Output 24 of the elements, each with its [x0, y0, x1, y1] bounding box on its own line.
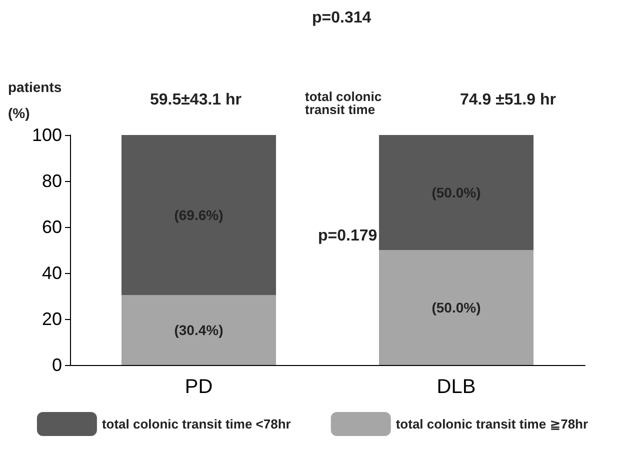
y-tick-label: 20	[42, 309, 62, 329]
text: p=0.314	[312, 10, 372, 26]
x-tick-label: PD	[184, 376, 213, 398]
data-label: (30.4%)	[174, 322, 224, 338]
y-tick-label: 0	[52, 355, 62, 375]
bar	[379, 250, 534, 365]
bar	[379, 135, 534, 250]
text: 59.5±43.1 hr	[150, 92, 242, 108]
y-tick-label: 60	[42, 217, 62, 237]
y-tick-label: 100	[32, 125, 62, 145]
text: 74.9 ±51.9 hr	[460, 92, 556, 108]
bar	[122, 135, 276, 296]
y-tick-label: 80	[42, 171, 62, 191]
y-axis-title: patients (%)	[8, 79, 62, 121]
x-tick-label: DLB	[436, 376, 476, 398]
text: total colonic transit time	[305, 89, 386, 117]
bar	[122, 295, 276, 365]
data-label: (50.0%)	[432, 300, 481, 316]
legend-label: total colonic transit time ≧78hr	[396, 416, 588, 432]
data-label: (69.6%)	[174, 207, 224, 224]
data-label: (50.0%)	[432, 184, 481, 200]
annotation: p=0.179	[318, 228, 378, 244]
y-tick-label: 40	[42, 263, 62, 283]
legend-label: total colonic transit time <78hr	[102, 416, 291, 432]
